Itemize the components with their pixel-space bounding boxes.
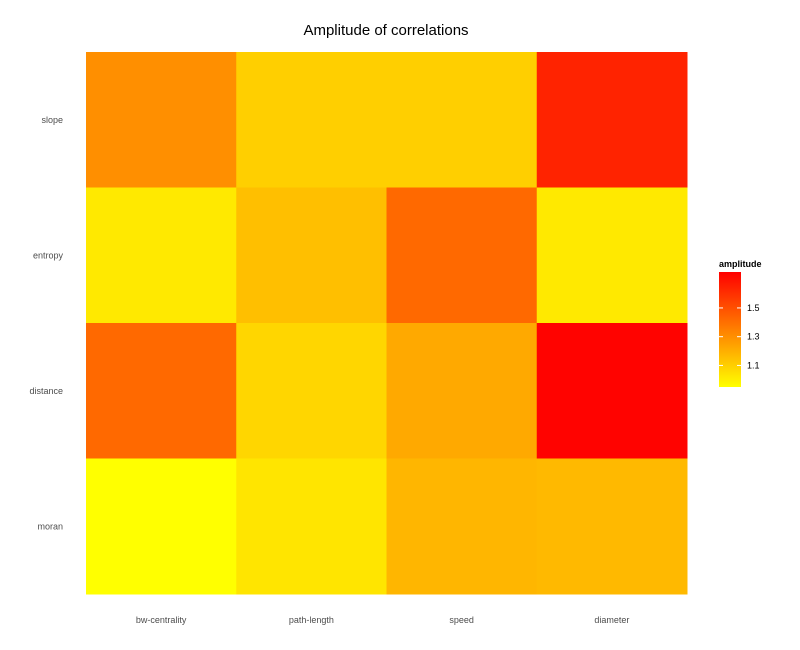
- x-tick-label: speed: [449, 615, 474, 625]
- heatmap-cell-slope-diameter: [536, 52, 688, 188]
- heatmap-cell-moran-speed: [386, 458, 538, 595]
- heatmap-cell-slope-speed: [386, 52, 538, 188]
- heatmap-cell-slope-path-length: [236, 52, 387, 188]
- legend-tick-label: 1.5: [747, 303, 760, 313]
- heatmap-cell-slope-bw-centrality: [86, 52, 237, 188]
- heatmap-cell-moran-bw-centrality: [86, 458, 237, 595]
- heatmap-cells: [86, 52, 688, 595]
- heatmap-cell-moran-path-length: [236, 458, 387, 595]
- heatmap-cell-distance-diameter: [536, 323, 688, 459]
- legend-colorbar: [719, 272, 741, 387]
- heatmap-cell-distance-path-length: [236, 323, 387, 459]
- heatmap-cell-moran-diameter: [536, 458, 688, 595]
- heatmap-cell-distance-bw-centrality: [86, 323, 237, 459]
- heatmap-cell-entropy-bw-centrality: [86, 187, 237, 324]
- y-tick-label: moran: [37, 521, 63, 531]
- y-axis-tick-labels: slope entropy distance moran: [29, 115, 63, 532]
- chart-title: Amplitude of correlations: [303, 22, 468, 39]
- heatmap-cell-entropy-speed: [386, 187, 538, 324]
- legend-title: amplitude: [719, 259, 762, 269]
- y-tick-label: slope: [41, 115, 63, 125]
- x-tick-label: path-length: [289, 615, 334, 625]
- legend-ticks: 1.1 1.3 1.5: [719, 303, 760, 370]
- x-tick-label: diameter: [594, 615, 629, 625]
- legend-tick-label: 1.1: [747, 360, 760, 370]
- x-tick-label: bw-centrality: [136, 615, 187, 625]
- heatmap-cell-distance-speed: [386, 323, 538, 459]
- heatmap-cell-entropy-path-length: [236, 187, 387, 324]
- y-tick-label: distance: [29, 386, 63, 396]
- x-axis-tick-labels: bw-centrality path-length speed diameter: [136, 615, 630, 625]
- color-legend: amplitude 1.1 1.3 1.5: [719, 259, 762, 387]
- legend-tick-label: 1.3: [747, 332, 760, 342]
- y-tick-label: entropy: [33, 250, 64, 260]
- heatmap-cell-entropy-diameter: [536, 187, 688, 324]
